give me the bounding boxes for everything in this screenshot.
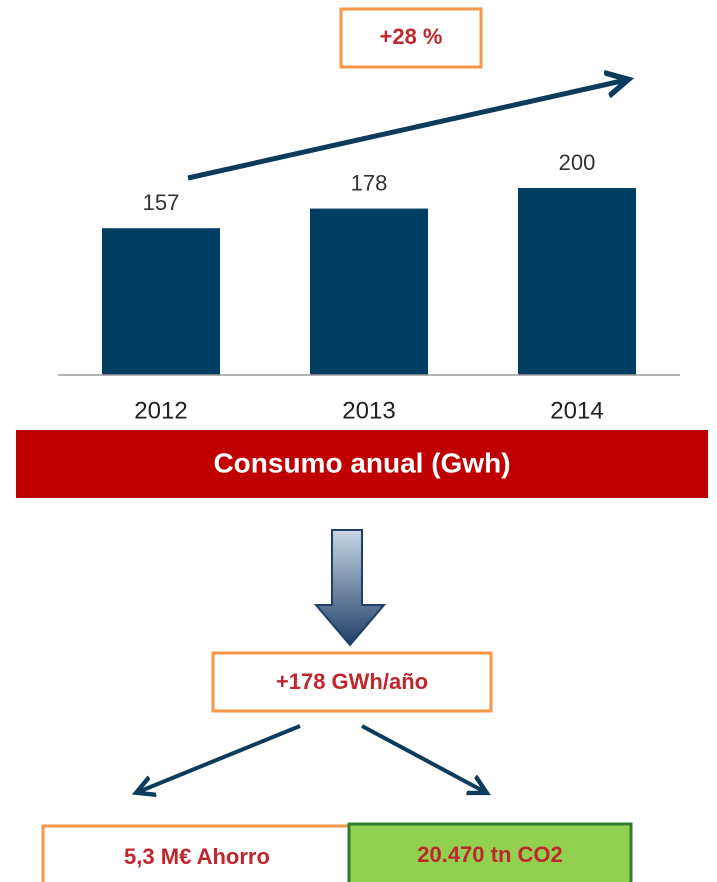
growth-box <box>339 7 483 69</box>
gwh-box <box>211 651 493 713</box>
down-arrow <box>313 529 387 647</box>
x-tick-label: 2013 <box>342 397 395 424</box>
bar <box>102 228 220 375</box>
data-label: 178 <box>351 170 388 195</box>
chart-title: Consumo anual (Gwh) <box>213 447 510 478</box>
savings-label: 5,3 M€ Ahorro <box>124 844 270 869</box>
co2-label: 20.470 tn CO2 <box>417 842 563 867</box>
gwh-label: +178 GWh/año <box>276 669 428 694</box>
growth-arrow <box>187 80 626 181</box>
x-tick-label: 2012 <box>134 397 187 424</box>
bar <box>518 188 636 375</box>
x-tick-label: 2014 <box>550 397 603 424</box>
growth-label: +28 % <box>380 24 443 49</box>
data-label: 157 <box>143 190 180 215</box>
left-arrow <box>138 724 301 792</box>
bar <box>310 208 428 375</box>
data-label: 200 <box>559 150 596 175</box>
title-banner <box>16 430 708 498</box>
bar-chart: 157 2012 178 2013 200 2014 <box>102 150 636 424</box>
savings-box <box>41 824 353 882</box>
co2-box <box>347 822 633 882</box>
right-arrow <box>361 724 485 792</box>
